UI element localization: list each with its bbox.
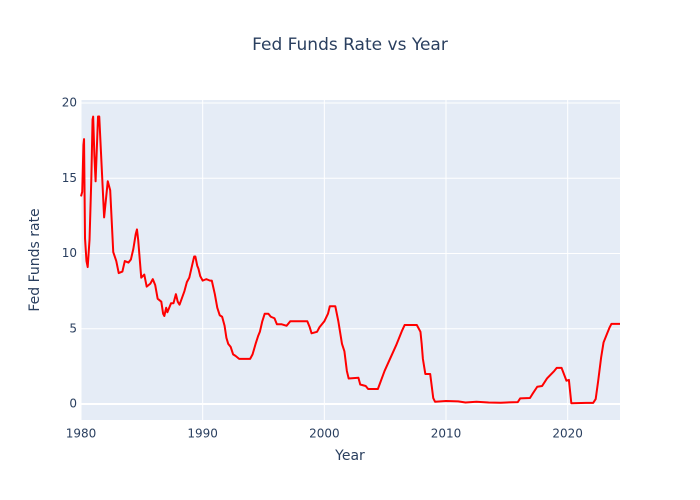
plot-area bbox=[81, 100, 620, 420]
x-axis-title: Year bbox=[334, 448, 365, 464]
y-tick-label: 5 bbox=[69, 321, 77, 335]
x-tick-label: 1990 bbox=[187, 427, 218, 441]
x-tick-label: 2000 bbox=[309, 427, 340, 441]
data-line bbox=[80, 115, 620, 405]
y-tick-label: 10 bbox=[62, 246, 77, 260]
x-tick-label: 2020 bbox=[552, 427, 583, 441]
y-tick-label: 0 bbox=[69, 397, 77, 411]
x-tick-label: 1980 bbox=[66, 427, 97, 441]
y-axis-title: Fed Funds rate bbox=[27, 208, 43, 311]
x-tick-label: 2010 bbox=[431, 427, 462, 441]
chart-title: Fed Funds Rate vs Year bbox=[252, 35, 448, 55]
y-tick-label: 15 bbox=[62, 171, 77, 185]
y-tick-label: 20 bbox=[62, 96, 77, 110]
